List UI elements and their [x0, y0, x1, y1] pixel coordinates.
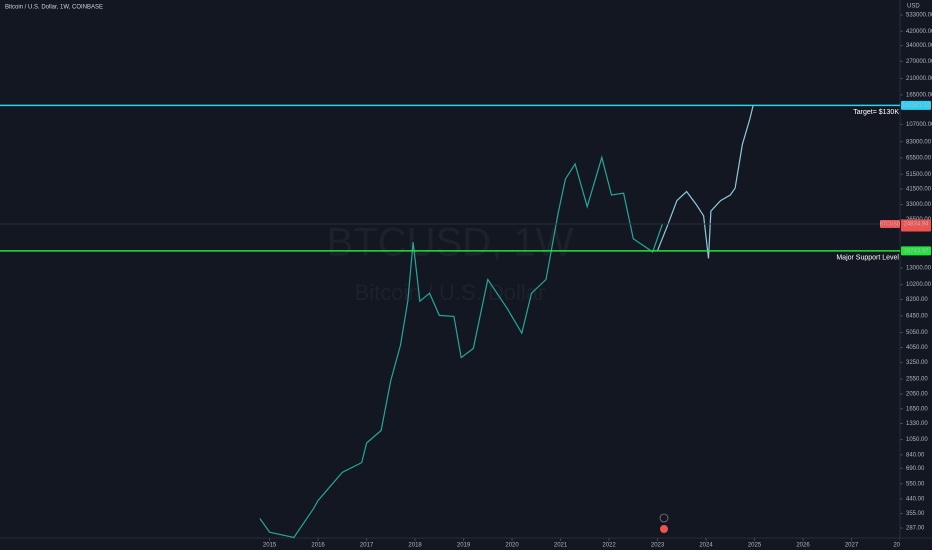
price-tag: [901, 246, 931, 256]
y-tick-label: 51500.00: [906, 172, 932, 178]
y-tick-label: 2550.00: [906, 377, 928, 383]
x-tick-label: 2021: [554, 543, 568, 549]
x-tick-label: 2027: [845, 543, 859, 549]
y-tick-label: 41500.00: [906, 187, 932, 193]
y-tick-label: 420000.00: [906, 29, 932, 35]
x-tick-label: 2019: [457, 543, 471, 549]
price-tag-label: 141583.12: [902, 103, 931, 109]
y-tick-label: 5050.00: [906, 330, 928, 336]
y-tick-label: 13000.00: [906, 266, 932, 272]
y-tick-label: 355.00: [906, 511, 925, 517]
y-tick-label: 83000.00: [906, 139, 932, 145]
y-tick-label: 440.00: [906, 496, 925, 502]
watermark-subtitle: Bitcoin / U.S. Dollar: [355, 280, 546, 305]
y-tick-label: 340000.00: [906, 43, 932, 49]
line-note: Major Support Level: [836, 255, 899, 262]
currency-label: USD: [907, 4, 920, 10]
y-tick-label: 107000.00: [906, 122, 932, 128]
x-tick-label: 2015: [263, 543, 277, 549]
x-tick-label: 2023: [651, 543, 665, 549]
y-tick-label: 270000.00: [906, 59, 932, 65]
plot-area: 2015 2016 2017 2018 2019 2020 2021 2022 2023 2024…: [259, 105, 907, 549]
x-tick-label: 2022: [602, 543, 616, 549]
x-tick-label: 2028: [893, 543, 907, 549]
y-tick-label: 6450.00: [906, 313, 928, 319]
x-tick-label: 2016: [311, 543, 325, 549]
symbol-tag-label: BTCUSD: [880, 221, 901, 227]
watermark: BTCUSD, 1W: [327, 221, 574, 265]
y-tick-label: 210000.00: [906, 76, 932, 82]
y-tick-label: 550.00: [906, 481, 925, 487]
y-tick-label: 165000.00: [906, 92, 932, 98]
x-tick-label: 2026: [796, 543, 810, 549]
dividend-icon[interactable]: [660, 525, 668, 533]
y-tick-label: 33000.00: [906, 202, 932, 208]
y-tick-label: 8200.00: [906, 297, 928, 303]
y-tick-label: 3250.00: [906, 360, 928, 366]
x-tick-label: 2018: [408, 543, 422, 549]
price-tag-label: 16743.97: [903, 248, 929, 254]
x-tick-label: 2017: [360, 543, 374, 549]
event-icon[interactable]: [659, 513, 669, 523]
price-line: [656, 105, 754, 259]
x-tick-label: 2025: [748, 543, 762, 549]
y-tick-label: 840.00: [906, 452, 925, 458]
y-tick-label: 2050.00: [906, 392, 928, 398]
last-price-label: 24834.94: [903, 222, 929, 228]
y-tick-label: 1330.00: [906, 421, 928, 427]
price-tag: [901, 100, 931, 110]
symbol-tag: [880, 219, 900, 228]
last-price-tag: [901, 219, 931, 232]
x-tick-label: 2024: [699, 543, 713, 549]
y-tick-label: 690.00: [906, 466, 925, 472]
y-tick-label: 533000.00: [906, 13, 932, 19]
y-tick-label: 4050.00: [906, 345, 928, 351]
y-tick-label: 1050.00: [906, 437, 928, 443]
x-tick-label: 2020: [505, 543, 519, 549]
price-line: [259, 155, 663, 539]
y-tick-label: 65500.00: [906, 155, 932, 161]
y-tick-label: 1650.00: [906, 406, 928, 412]
chart-title: Bitcoin / U.S. Dollar, 1W, COINBASE: [5, 5, 103, 11]
y-tick-label: 10200.00: [906, 282, 932, 288]
y-tick-label: 287.00: [906, 526, 925, 532]
line-note: Target= $130K: [853, 109, 899, 116]
